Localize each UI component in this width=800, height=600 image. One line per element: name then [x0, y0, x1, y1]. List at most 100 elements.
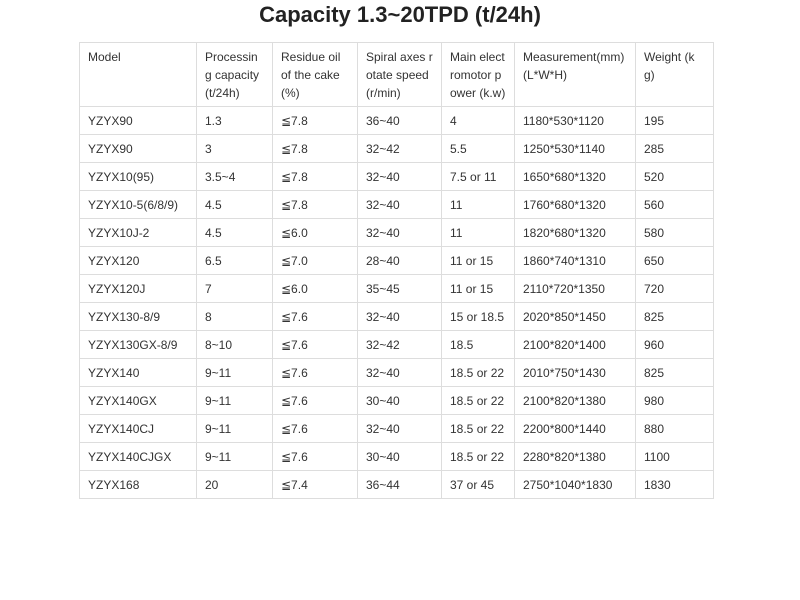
- table-cell: ≦7.8: [272, 162, 358, 191]
- table-row: YZYX140CJ 9~11 ≦7.6 32~40 18.5 or 22 2200*800…: [79, 414, 714, 443]
- header-cell: Measurement(mm) (L*W*H): [514, 42, 636, 107]
- table-cell: 18.5 or 22: [441, 358, 515, 387]
- table-cell: 5.5: [441, 134, 515, 163]
- table-row: YZYX120 6.5 ≦7.0 28~40 11 or 15 1860*740*1310…: [79, 246, 714, 275]
- table-cell: 32~40: [357, 162, 442, 191]
- table-cell: ≦6.0: [272, 274, 358, 303]
- table-row: YZYX10(95) 3.5~4 ≦7.8 32~40 7.5 or 11 1650*68…: [79, 162, 714, 191]
- table-cell: 2750*1040*1830: [514, 470, 636, 499]
- table-cell: ≦7.6: [272, 442, 358, 471]
- table-cell: YZYX90: [79, 134, 197, 163]
- table-cell: 30~40: [357, 442, 442, 471]
- table-cell: 580: [635, 218, 714, 247]
- table-cell: YZYX120: [79, 246, 197, 275]
- header-cell: Model: [79, 42, 197, 107]
- table-cell: 2020*850*1450: [514, 302, 636, 331]
- header-cell: Processing capacity (t/24h): [196, 42, 273, 107]
- table-cell: 560: [635, 190, 714, 219]
- table-row: YZYX130-8/9 8 ≦7.6 32~40 15 or 18.5 2020*850*…: [79, 302, 714, 331]
- table-cell: YZYX168: [79, 470, 197, 499]
- table-cell: ≦7.6: [272, 414, 358, 443]
- table-cell: YZYX130-8/9: [79, 302, 197, 331]
- header-cell: Residue oil of the cake (%): [272, 42, 358, 107]
- table-cell: 880: [635, 414, 714, 443]
- table-cell: 825: [635, 302, 714, 331]
- table-cell: YZYX120J: [79, 274, 197, 303]
- table-cell: 1180*530*1120: [514, 106, 636, 135]
- table-row: YZYX90 3 ≦7.8 32~42 5.5 1250*530*1140 285: [79, 134, 714, 163]
- table-cell: YZYX10J-2: [79, 218, 197, 247]
- table-row: YZYX140 9~11 ≦7.6 32~40 18.5 or 22 2010*750*1…: [79, 358, 714, 387]
- table-cell: YZYX90: [79, 106, 197, 135]
- header-cell: Weight (kg): [635, 42, 714, 107]
- table-cell: ≦7.6: [272, 302, 358, 331]
- table-cell: 32~42: [357, 134, 442, 163]
- table-cell: YZYX10(95): [79, 162, 197, 191]
- table-cell: 2110*720*1350: [514, 274, 636, 303]
- table-cell: YZYX140CJGX: [79, 442, 197, 471]
- table-cell: ≦7.6: [272, 386, 358, 415]
- table-cell: 1.3: [196, 106, 273, 135]
- table-row: YZYX90 1.3 ≦7.8 36~40 4 1180*530*1120 195: [79, 106, 714, 135]
- table-cell: YZYX10-5(6/8/9): [79, 190, 197, 219]
- table-row: YZYX10-5(6/8/9) 4.5 ≦7.8 32~40 11 1760*680*13…: [79, 190, 714, 219]
- table-cell: 825: [635, 358, 714, 387]
- table-cell: 35~45: [357, 274, 442, 303]
- table-cell: 7.5 or 11: [441, 162, 515, 191]
- table-cell: 2200*800*1440: [514, 414, 636, 443]
- table-cell: 2010*750*1430: [514, 358, 636, 387]
- table-cell: 1860*740*1310: [514, 246, 636, 275]
- table-cell: ≦6.0: [272, 218, 358, 247]
- table-cell: 4.5: [196, 190, 273, 219]
- table-cell: 650: [635, 246, 714, 275]
- table-cell: 8~10: [196, 330, 273, 359]
- table-cell: 960: [635, 330, 714, 359]
- table-cell: 1830: [635, 470, 714, 499]
- table-cell: 11: [441, 190, 515, 219]
- table-cell: 32~40: [357, 414, 442, 443]
- table-cell: 520: [635, 162, 714, 191]
- table-cell: 1760*680*1320: [514, 190, 636, 219]
- table-row: YZYX120J 7 ≦6.0 35~45 11 or 15 2110*720*1350 7…: [79, 274, 714, 303]
- header-cell: Main electromotor power (k.w): [441, 42, 515, 107]
- table-cell: YZYX140GX: [79, 386, 197, 415]
- title: Capacity 1.3~20TPD (t/24h): [259, 2, 541, 27]
- table-cell: YZYX140: [79, 358, 197, 387]
- table-cell: ≦7.8: [272, 106, 358, 135]
- table-cell: 37 or 45: [441, 470, 515, 499]
- table-cell: 9~11: [196, 358, 273, 387]
- table-cell: 9~11: [196, 442, 273, 471]
- table-cell: 1250*530*1140: [514, 134, 636, 163]
- table-cell: YZYX130GX-8/9: [79, 330, 197, 359]
- table-cell: 32~40: [357, 302, 442, 331]
- table-cell: 32~40: [357, 358, 442, 387]
- table-row: YZYX130GX-8/9 8~10 ≦7.6 32~42 18.5 2100*820*1…: [79, 330, 714, 359]
- table-cell: 1100: [635, 442, 714, 471]
- table-cell: 18.5 or 22: [441, 414, 515, 443]
- table-cell: 15 or 18.5: [441, 302, 515, 331]
- table-cell: 1650*680*1320: [514, 162, 636, 191]
- table-cell: 32~40: [357, 218, 442, 247]
- table-cell: 2100*820*1400: [514, 330, 636, 359]
- spec-table: Model Processing capacity (t/24h) Residue …: [79, 42, 714, 499]
- table-cell: 4.5: [196, 218, 273, 247]
- table-cell: 28~40: [357, 246, 442, 275]
- table-cell: 11: [441, 218, 515, 247]
- table-row: YZYX168 20 ≦7.4 36~44 37 or 45 2750*1040*1830…: [79, 470, 714, 499]
- table-cell: 11 or 15: [441, 274, 515, 303]
- table-row: YZYX10J-2 4.5 ≦6.0 32~40 11 1820*680*1320 580: [79, 218, 714, 247]
- table-row: YZYX140CJGX 9~11 ≦7.6 30~40 18.5 or 22 2280*8…: [79, 442, 714, 471]
- table-cell: 7: [196, 274, 273, 303]
- table-cell: 30~40: [357, 386, 442, 415]
- table-cell: 11 or 15: [441, 246, 515, 275]
- table-cell: 195: [635, 106, 714, 135]
- table-cell: ≦7.8: [272, 190, 358, 219]
- table-body: YZYX90 1.3 ≦7.8 36~40 4 1180*530*1120 195 YZYX9…: [79, 106, 714, 499]
- header-row: Model Processing capacity (t/24h) Residue …: [79, 42, 714, 107]
- table-cell: ≦7.6: [272, 358, 358, 387]
- table-cell: 285: [635, 134, 714, 163]
- table-cell: 9~11: [196, 386, 273, 415]
- table-cell: 18.5 or 22: [441, 442, 515, 471]
- table-cell: 18.5 or 22: [441, 386, 515, 415]
